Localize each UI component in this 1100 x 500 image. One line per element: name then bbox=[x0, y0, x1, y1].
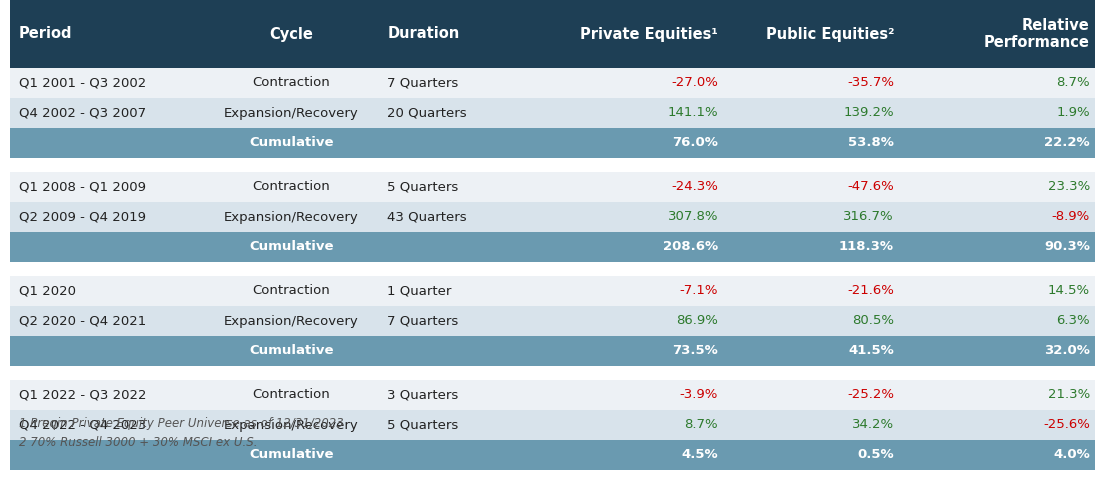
Text: Expansion/Recovery: Expansion/Recovery bbox=[224, 106, 359, 120]
Bar bbox=[10, 98, 1094, 128]
Text: Contraction: Contraction bbox=[253, 76, 330, 90]
Text: 8.7%: 8.7% bbox=[684, 418, 718, 432]
Text: Q1 2020: Q1 2020 bbox=[19, 284, 76, 298]
Text: 5 Quarters: 5 Quarters bbox=[387, 180, 459, 194]
Text: 21.3%: 21.3% bbox=[1047, 388, 1090, 402]
Text: 41.5%: 41.5% bbox=[848, 344, 894, 358]
Text: Q4 2002 - Q3 2007: Q4 2002 - Q3 2007 bbox=[19, 106, 146, 120]
Text: 208.6%: 208.6% bbox=[663, 240, 718, 254]
Text: 34.2%: 34.2% bbox=[851, 418, 894, 432]
Bar bbox=[10, 68, 1094, 98]
Text: Q2 2009 - Q4 2019: Q2 2009 - Q4 2019 bbox=[19, 210, 146, 224]
Bar bbox=[10, 366, 1094, 380]
Text: Contraction: Contraction bbox=[253, 284, 330, 298]
Text: Duration: Duration bbox=[387, 26, 460, 42]
Text: -27.0%: -27.0% bbox=[671, 76, 718, 90]
Text: Contraction: Contraction bbox=[253, 180, 330, 194]
Bar bbox=[10, 336, 1094, 366]
Bar bbox=[10, 158, 1094, 172]
Text: Q4 2022 - Q4 2023: Q4 2022 - Q4 2023 bbox=[19, 418, 146, 432]
Bar bbox=[10, 262, 1094, 276]
Text: 4.5%: 4.5% bbox=[681, 448, 718, 462]
Text: 76.0%: 76.0% bbox=[672, 136, 718, 149]
Text: 4.0%: 4.0% bbox=[1053, 448, 1090, 462]
Text: 0.5%: 0.5% bbox=[857, 448, 894, 462]
Bar bbox=[10, 306, 1094, 336]
Bar bbox=[10, 410, 1094, 440]
Text: -25.6%: -25.6% bbox=[1043, 418, 1090, 432]
Text: 23.3%: 23.3% bbox=[1047, 180, 1090, 194]
Bar bbox=[10, 172, 1094, 202]
Text: -3.9%: -3.9% bbox=[680, 388, 718, 402]
Text: 32.0%: 32.0% bbox=[1044, 344, 1090, 358]
Bar bbox=[10, 0, 1094, 68]
Text: 43 Quarters: 43 Quarters bbox=[387, 210, 468, 224]
Text: 1 Quarter: 1 Quarter bbox=[387, 284, 452, 298]
Bar bbox=[10, 380, 1094, 410]
Text: Q1 2008 - Q1 2009: Q1 2008 - Q1 2009 bbox=[19, 180, 146, 194]
Bar bbox=[10, 276, 1094, 306]
Text: Public Equities²: Public Equities² bbox=[766, 26, 894, 42]
Text: Q1 2001 - Q3 2002: Q1 2001 - Q3 2002 bbox=[19, 76, 146, 90]
Text: Expansion/Recovery: Expansion/Recovery bbox=[224, 314, 359, 328]
Text: 7 Quarters: 7 Quarters bbox=[387, 76, 459, 90]
Text: 316.7%: 316.7% bbox=[844, 210, 894, 224]
Text: Period: Period bbox=[19, 26, 73, 42]
Text: Private Equities¹: Private Equities¹ bbox=[580, 26, 718, 42]
Text: Expansion/Recovery: Expansion/Recovery bbox=[224, 210, 359, 224]
Text: Expansion/Recovery: Expansion/Recovery bbox=[224, 418, 359, 432]
Bar bbox=[10, 202, 1094, 232]
Text: 20 Quarters: 20 Quarters bbox=[387, 106, 468, 120]
Text: 8.7%: 8.7% bbox=[1056, 76, 1090, 90]
Text: Cycle: Cycle bbox=[270, 26, 314, 42]
Text: 3 Quarters: 3 Quarters bbox=[387, 388, 459, 402]
Bar bbox=[10, 232, 1094, 262]
Text: 307.8%: 307.8% bbox=[668, 210, 718, 224]
Text: Cumulative: Cumulative bbox=[250, 344, 333, 358]
Text: -35.7%: -35.7% bbox=[847, 76, 894, 90]
Text: 1.9%: 1.9% bbox=[1056, 106, 1090, 120]
Text: Contraction: Contraction bbox=[253, 388, 330, 402]
Text: 90.3%: 90.3% bbox=[1044, 240, 1090, 254]
Text: 6.3%: 6.3% bbox=[1056, 314, 1090, 328]
Text: 86.9%: 86.9% bbox=[676, 314, 718, 328]
Text: 118.3%: 118.3% bbox=[839, 240, 894, 254]
Text: Q2 2020 - Q4 2021: Q2 2020 - Q4 2021 bbox=[19, 314, 146, 328]
Text: 80.5%: 80.5% bbox=[852, 314, 894, 328]
Text: -25.2%: -25.2% bbox=[847, 388, 894, 402]
Text: 73.5%: 73.5% bbox=[672, 344, 718, 358]
Text: 22.2%: 22.2% bbox=[1044, 136, 1090, 149]
Text: -24.3%: -24.3% bbox=[671, 180, 718, 194]
Text: Cumulative: Cumulative bbox=[250, 136, 333, 149]
Text: 141.1%: 141.1% bbox=[668, 106, 718, 120]
Bar bbox=[10, 440, 1094, 470]
Text: 53.8%: 53.8% bbox=[848, 136, 894, 149]
Text: Cumulative: Cumulative bbox=[250, 240, 333, 254]
Text: Relative
Performance: Relative Performance bbox=[983, 18, 1090, 50]
Text: Q1 2022 - Q3 2022: Q1 2022 - Q3 2022 bbox=[19, 388, 146, 402]
Text: 7 Quarters: 7 Quarters bbox=[387, 314, 459, 328]
Text: 14.5%: 14.5% bbox=[1047, 284, 1090, 298]
Text: -47.6%: -47.6% bbox=[847, 180, 894, 194]
Text: 139.2%: 139.2% bbox=[844, 106, 894, 120]
Text: -7.1%: -7.1% bbox=[680, 284, 718, 298]
Text: 1 Preqin Private Equity Peer Universe as of 12/31/2023: 1 Preqin Private Equity Peer Universe as… bbox=[19, 418, 343, 430]
Text: -21.6%: -21.6% bbox=[847, 284, 894, 298]
Text: 2 70% Russell 3000 + 30% MSCI ex U.S.: 2 70% Russell 3000 + 30% MSCI ex U.S. bbox=[19, 436, 257, 448]
Text: -8.9%: -8.9% bbox=[1052, 210, 1090, 224]
Text: 5 Quarters: 5 Quarters bbox=[387, 418, 459, 432]
Text: Cumulative: Cumulative bbox=[250, 448, 333, 462]
Bar bbox=[10, 128, 1094, 158]
